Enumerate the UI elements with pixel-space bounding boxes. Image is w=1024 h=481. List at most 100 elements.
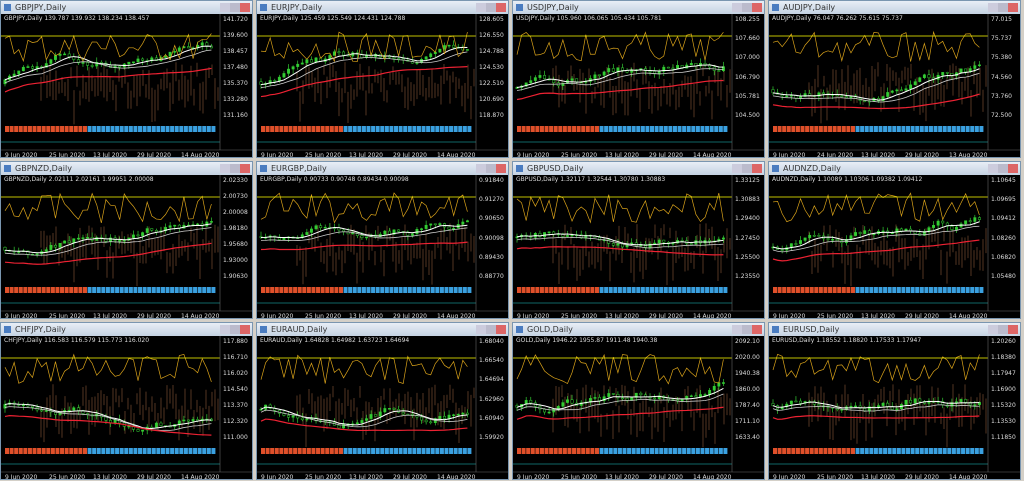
chart-window[interactable]: AUDNZD,Daily AUDNZD,Daily 1.10089 1.10306… [768, 161, 1021, 319]
signal-block [677, 126, 682, 132]
signal-block [343, 126, 348, 132]
signal-block [69, 448, 74, 454]
signal-block [631, 448, 636, 454]
window-buttons[interactable] [732, 325, 762, 334]
symbol: AUDNZD,Daily [772, 176, 816, 183]
signal-block [338, 287, 343, 293]
signal-block [723, 126, 728, 132]
signal-block [695, 287, 700, 293]
window-buttons[interactable] [988, 164, 1018, 173]
signal-block [193, 287, 198, 293]
signal-block [549, 448, 554, 454]
signal-block [361, 448, 366, 454]
signal-block [105, 126, 110, 132]
signal-block [426, 287, 431, 293]
signal-block [115, 126, 120, 132]
signal-block [297, 448, 302, 454]
window-buttons[interactable] [220, 164, 250, 173]
candle-body [310, 228, 313, 233]
signal-block [723, 448, 728, 454]
window-buttons[interactable] [732, 3, 762, 12]
signal-block [343, 448, 348, 454]
title-bar: EURGBP,Daily [257, 162, 508, 175]
oscillator-line [772, 192, 980, 223]
date-label: 29 Jul 2020 [649, 152, 683, 158]
chart-window[interactable]: USDJPY,Daily USDJPY,Daily 105.960 106.065… [512, 0, 765, 158]
window-buttons[interactable] [220, 3, 250, 12]
signal-block [193, 448, 198, 454]
signal-block [183, 126, 188, 132]
window-buttons[interactable] [220, 325, 250, 334]
signal-block [306, 448, 311, 454]
window-title: EURUSD,Daily [783, 325, 840, 334]
signal-block [814, 126, 819, 132]
price-label: 75.737 [991, 35, 1012, 43]
candle-body [443, 416, 446, 419]
date-label: 25 Jun 2020 [817, 474, 854, 480]
date-label: 9 Jun 2020 [261, 474, 294, 480]
quote-line: AUDNZD,Daily 1.10089 1.10306 1.09382 1.0… [772, 176, 922, 183]
chart-window[interactable]: EURUSD,Daily EURUSD,Daily 1.18552 1.18820… [768, 322, 1021, 480]
candle-body [607, 68, 611, 73]
window-buttons[interactable] [988, 325, 1018, 334]
chart-window[interactable]: GBPNZD,Daily GBPNZD,Daily 2.02111 2.02161… [0, 161, 253, 319]
signal-block [32, 287, 37, 293]
window-icon [260, 165, 267, 172]
candle-body [438, 48, 442, 53]
signal-block [197, 448, 202, 454]
signal-block [357, 448, 362, 454]
candle-body [803, 93, 807, 97]
signal-block [444, 448, 449, 454]
signal-block [855, 126, 860, 132]
candle-body [305, 232, 309, 235]
candle-body [90, 65, 94, 67]
signal-block [910, 287, 915, 293]
signal-block [956, 287, 961, 293]
candle-body [867, 230, 871, 235]
chart-drawing [1, 175, 252, 312]
signal-block [151, 448, 156, 454]
candle-body [547, 231, 551, 234]
signal-block [828, 287, 833, 293]
chart-drawing [1, 14, 252, 151]
chart-window[interactable]: CHFJPY,Daily CHFJPY,Daily 116.583 116.579… [0, 322, 253, 480]
signal-block [791, 287, 796, 293]
candle-body [964, 399, 968, 403]
signal-block [878, 448, 883, 454]
chart-window[interactable]: EURAUD,Daily EURAUD,Daily 1.64828 1.64982… [256, 322, 509, 480]
signal-block [375, 126, 380, 132]
moving-average [772, 415, 980, 420]
chart-window[interactable]: GBPUSD,Daily GBPUSD,Daily 1.32117 1.32544… [512, 161, 765, 319]
chart-window[interactable]: GBPJPY,Daily GBPJPY,Daily 139.787 139.932… [0, 0, 253, 158]
chart-window[interactable]: EURGBP,Daily EURGBP,Daily 0.90733 0.90748… [256, 161, 509, 319]
candle-body [689, 395, 693, 397]
signal-block [348, 448, 353, 454]
signal-block [87, 287, 92, 293]
window-buttons[interactable] [988, 3, 1018, 12]
candle-body [168, 225, 172, 228]
candle-body [780, 249, 784, 251]
signal-block [613, 448, 618, 454]
signal-block [23, 126, 28, 132]
candle-body [328, 55, 332, 60]
candle-body [76, 59, 80, 64]
window-buttons[interactable] [476, 3, 506, 12]
signal-block [320, 287, 325, 293]
candle-body [342, 51, 346, 56]
date-label: 13 Jul 2020 [861, 474, 895, 480]
window-buttons[interactable] [476, 325, 506, 334]
candle-body [337, 425, 341, 429]
chart-window[interactable]: AUDJPY,Daily AUDJPY,Daily 76.047 76.262 7… [768, 0, 1021, 158]
window-buttons[interactable] [476, 164, 506, 173]
moving-average [4, 415, 212, 436]
price-label: 1.05480 [991, 273, 1016, 280]
signal-block [823, 126, 828, 132]
date-label: 24 Jun 2020 [817, 152, 854, 158]
signal-block [329, 287, 334, 293]
chart-window[interactable]: GOLD,Daily GOLD,Daily 1946.22 1955.87 191… [512, 322, 765, 480]
signal-block [138, 448, 143, 454]
window-buttons[interactable] [732, 164, 762, 173]
signal-block [197, 126, 202, 132]
chart-window[interactable]: EURJPY,Daily EURJPY,Daily 125.459 125.549… [256, 0, 509, 158]
candle-body [515, 87, 519, 89]
